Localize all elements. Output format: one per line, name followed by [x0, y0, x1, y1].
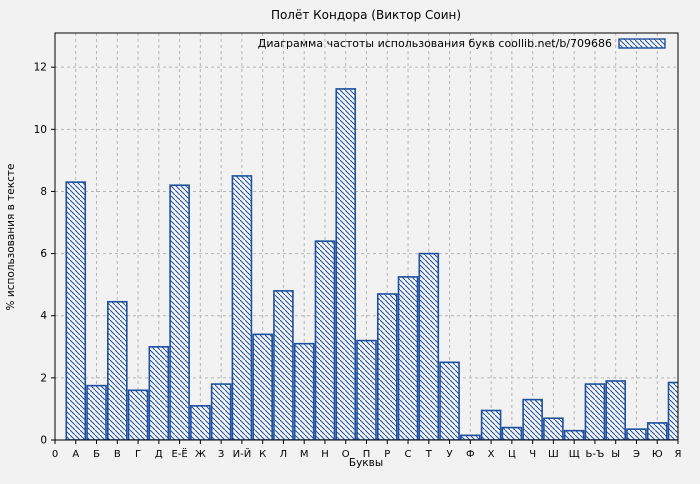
x-tick-label: 0 — [52, 449, 58, 460]
bar-Ф — [460, 434, 481, 440]
bar-Я — [667, 381, 678, 440]
bar-Ь-Ъ — [584, 383, 606, 440]
bar-Ц — [501, 426, 523, 440]
bar-Ж — [190, 405, 211, 440]
bar-П — [356, 339, 377, 440]
bar-Л — [273, 290, 294, 440]
bar-Ы — [605, 380, 627, 440]
bar-Т — [418, 252, 440, 440]
x-tick-label: Ь-Ъ — [586, 449, 605, 460]
x-tick-label: Б — [93, 449, 100, 460]
x-tick-label: Я — [675, 449, 682, 460]
legend-swatch — [618, 38, 666, 49]
bar-Х — [480, 409, 502, 440]
bar-У — [439, 361, 460, 440]
bar-С — [397, 276, 419, 440]
x-tick-label: Ф — [466, 449, 475, 460]
bar-Г — [127, 389, 149, 440]
x-tick-label: Ш — [548, 449, 559, 460]
bar-Р — [376, 293, 398, 440]
x-tick-label: Э — [633, 449, 640, 460]
x-tick-label: Ы — [611, 449, 620, 460]
y-tick-label: 6 — [40, 248, 47, 260]
bars-group — [65, 88, 678, 440]
bar-М — [293, 342, 315, 440]
bar-Е-Ё — [169, 184, 190, 440]
bar-И-Й — [231, 175, 253, 440]
x-tick-label: Е-Ё — [171, 447, 187, 460]
x-tick-label: Т — [425, 449, 433, 460]
bar-К — [252, 333, 273, 440]
x-tick-label: М — [300, 449, 309, 460]
chart-title: Полёт Кондора (Виктор Соин) — [271, 8, 461, 22]
x-tick-label: Ч — [529, 449, 536, 460]
y-tick-label: 0 — [40, 435, 47, 447]
x-tick-label: Г — [135, 449, 141, 460]
bar-В — [107, 300, 128, 440]
y-tick-labels: 0 2 4 6 8 10 12 — [34, 62, 48, 447]
x-axis-label: Буквы — [349, 457, 383, 469]
y-tick-label: 8 — [40, 186, 47, 198]
bar-З — [210, 383, 232, 440]
bar-Б — [86, 384, 107, 440]
x-tick-label: З — [218, 449, 224, 460]
x-tick-label: Н — [321, 449, 329, 460]
x-tick-label: Д — [155, 449, 163, 460]
x-tick-label: К — [259, 449, 266, 460]
y-tick-label: 12 — [34, 62, 47, 74]
x-tick-labels: 0 А Б В Г Д Е-Ё Ж З И-Й К Л М Н О П Р С Т У Ф Х Ц Ч Ш Щ Ь-Ъ Ы Э Ю Я — [52, 447, 682, 460]
y-axis-label: % использования в тексте — [5, 164, 17, 311]
bar-Ш — [543, 417, 564, 440]
bar-Ю — [646, 422, 668, 440]
bar-О — [335, 88, 357, 440]
bar-Д — [148, 345, 170, 440]
x-tick-label: И-Й — [233, 447, 252, 460]
x-tick-label: Ц — [508, 449, 516, 460]
bar-Щ — [563, 429, 585, 440]
y-tick-label: 2 — [40, 372, 47, 384]
x-tick-label: Ю — [652, 449, 663, 460]
bar-А — [65, 181, 87, 440]
y-tick-label: 4 — [40, 310, 47, 322]
x-tick-label: С — [405, 449, 412, 460]
bar-Ч — [522, 398, 543, 440]
axis-ticks — [51, 66, 679, 444]
x-tick-label: У — [447, 449, 453, 460]
bar-Э — [626, 428, 647, 440]
gridlines — [55, 33, 679, 440]
x-tick-label: П — [363, 449, 371, 460]
bar-Н — [314, 240, 336, 440]
legend-label: Диаграмма частоты использования букв coo… — [258, 37, 612, 50]
y-tick-label: 10 — [34, 124, 47, 136]
x-tick-label: Щ — [569, 449, 580, 460]
x-tick-label: О — [342, 449, 350, 460]
x-tick-label: Ж — [195, 449, 206, 460]
x-tick-label: В — [114, 449, 121, 460]
x-tick-label: А — [72, 449, 79, 460]
x-tick-label: Л — [280, 449, 288, 460]
x-tick-label: Р — [384, 449, 390, 460]
x-tick-label: Х — [488, 449, 495, 460]
